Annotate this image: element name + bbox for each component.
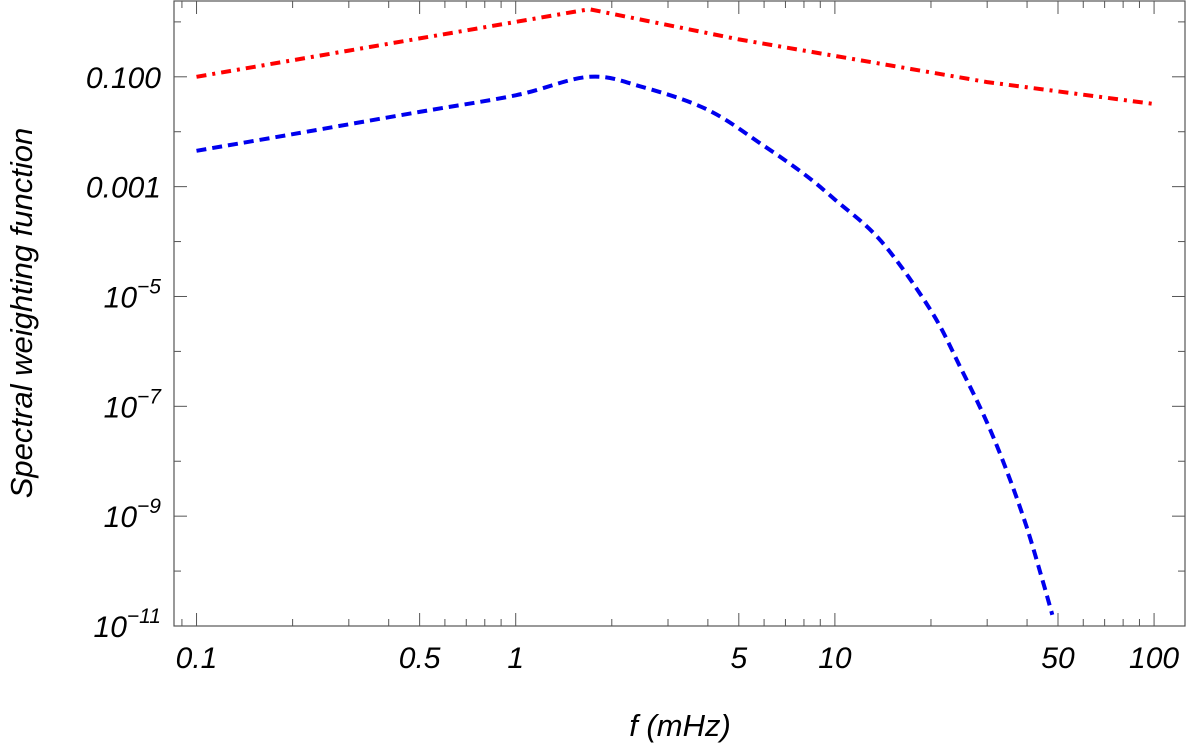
x-tick-label: 1 xyxy=(507,642,524,675)
x-axis-title: f (mHz) xyxy=(629,708,731,743)
axis-ticks xyxy=(174,1,1185,627)
y-tick-label: 10−5 xyxy=(104,275,162,314)
x-tick-label: 0.1 xyxy=(176,642,218,675)
y-axis-title: Spectral weighting function xyxy=(4,128,39,499)
series-line-red-dashdot xyxy=(196,7,1155,106)
y-tick-label: 0.100 xyxy=(86,62,161,95)
y-tick-label: 10−11 xyxy=(94,605,161,644)
x-tick-label: 10 xyxy=(818,642,852,675)
x-tick-label: 50 xyxy=(1041,642,1075,675)
y-tick-label: 10−7 xyxy=(104,385,163,424)
x-tick-label: 5 xyxy=(730,642,747,675)
plot-frame xyxy=(173,0,1186,627)
data-series xyxy=(196,7,1155,616)
x-tick-label: 100 xyxy=(1129,642,1179,675)
series-line-blue-dashed xyxy=(196,74,1055,616)
y-tick-label: 0.001 xyxy=(86,172,161,205)
y-tick-label: 10−9 xyxy=(104,495,162,534)
x-tick-label: 0.5 xyxy=(399,642,441,675)
tick-labels: 0.1 0.5 1 5 10 50 100 0.100 0.001 10−5 10−7 10−9 10−… xyxy=(86,62,1179,675)
